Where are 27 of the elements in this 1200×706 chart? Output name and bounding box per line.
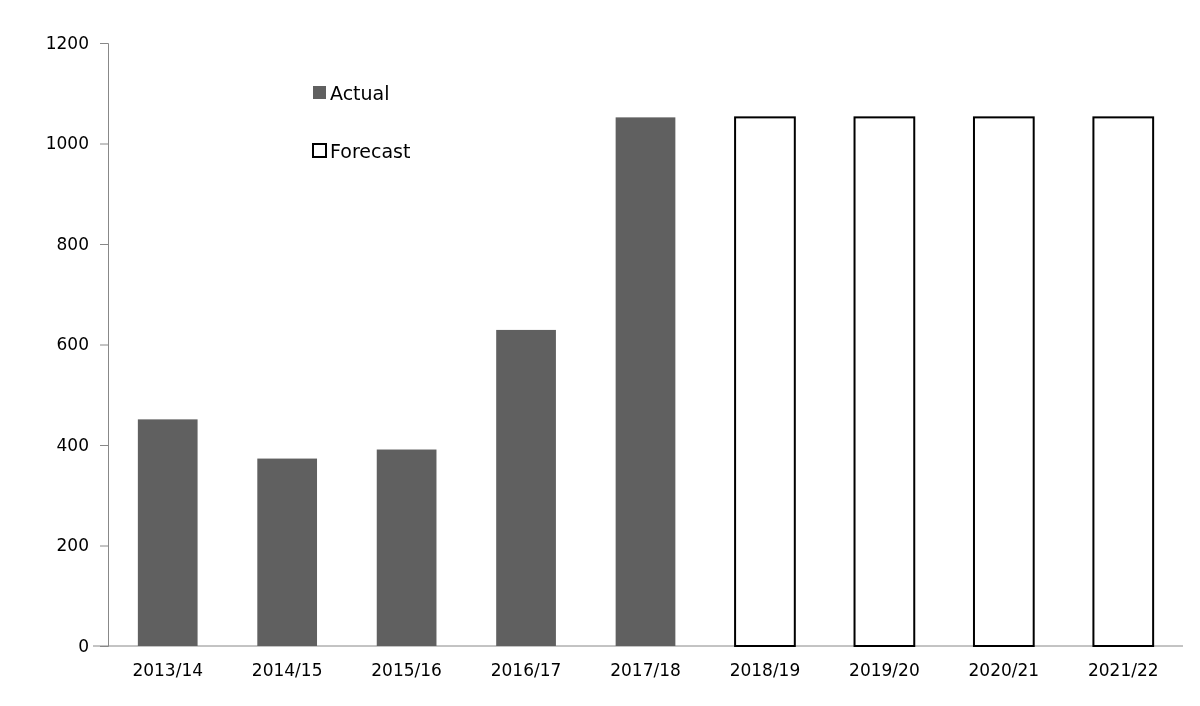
legend-label: Actual [330,81,390,104]
bar [972,116,1035,647]
x-tick-label: 2019/20 [849,660,920,681]
bar [257,458,318,646]
y-tick-label: 600 [56,334,89,355]
y-tick-label: 400 [56,434,89,455]
bar [615,117,676,646]
y-tick-label: 1000 [45,133,89,154]
x-tick-label: 2014/15 [251,660,323,681]
x-tick-label: 2020/21 [968,660,1040,681]
x-tick-label: 2017/18 [610,660,681,681]
y-tick-label: 1200 [45,32,89,53]
x-tick-label: 2013/14 [132,660,204,681]
bar [376,449,437,646]
y-tick-label: 0 [78,635,89,656]
bar [496,329,556,646]
x-tick-label: 2016/17 [490,660,562,681]
x-tick-label: 2018/19 [729,660,801,681]
bar [853,116,916,647]
bar [734,116,796,647]
x-tick-label: 2015/16 [371,660,442,681]
bar [1092,116,1155,647]
bar [137,419,198,646]
y-tick-label: 800 [56,233,89,254]
x-tick-label: 2021/22 [1087,660,1159,681]
y-tick-label: 200 [56,535,89,556]
legend-label: Forecast [330,139,411,162]
